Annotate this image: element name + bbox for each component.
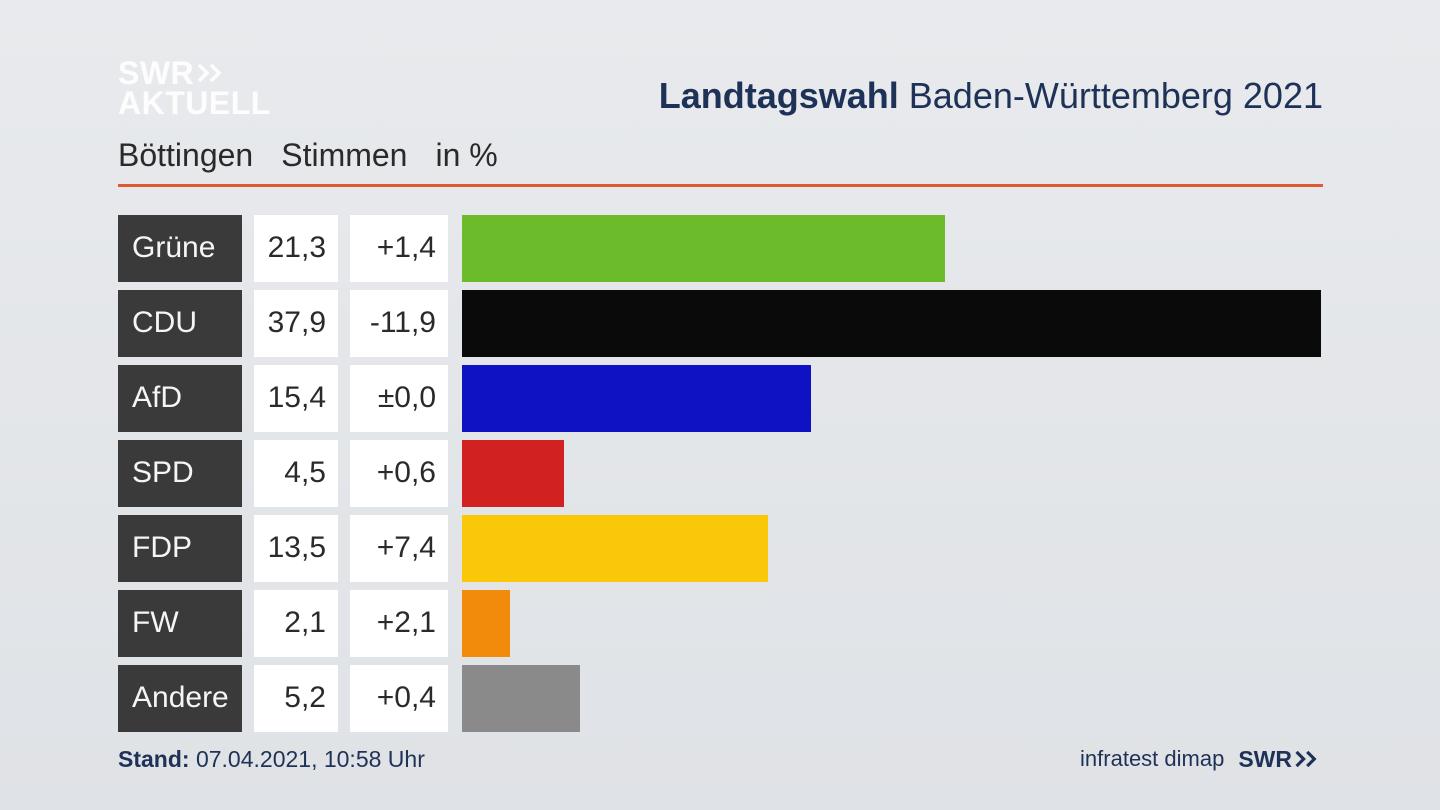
- party-value-cell: 37,9: [254, 290, 338, 357]
- party-name-cell: Andere: [118, 665, 242, 732]
- party-row: SPD4,5+0,6: [118, 440, 1323, 507]
- credit-source: infratest dimap: [1080, 746, 1224, 772]
- bar-track: [462, 365, 1323, 432]
- title-rest: Baden-Württemberg 2021: [899, 75, 1323, 116]
- bar: [462, 515, 768, 582]
- bar: [462, 290, 1321, 357]
- party-value-cell: 4,5: [254, 440, 338, 507]
- party-value-cell: 15,4: [254, 365, 338, 432]
- column-votes-label: Stimmen: [281, 137, 407, 174]
- party-row: FW2,1+2,1: [118, 590, 1323, 657]
- bar-track: [462, 290, 1323, 357]
- swr-aktuell-logo: SWR AKTUELL: [118, 58, 271, 119]
- party-name-cell: AfD: [118, 365, 242, 432]
- credit-brand-text: SWR: [1238, 746, 1292, 773]
- party-name-cell: FDP: [118, 515, 242, 582]
- party-row: FDP13,5+7,4: [118, 515, 1323, 582]
- party-value-cell: 5,2: [254, 665, 338, 732]
- party-name-cell: CDU: [118, 290, 242, 357]
- bar: [462, 590, 510, 657]
- party-change-cell: -11,9: [350, 290, 448, 357]
- stand-value: 07.04.2021, 10:58 Uhr: [190, 746, 425, 772]
- party-value-cell: 13,5: [254, 515, 338, 582]
- timestamp: Stand: 07.04.2021, 10:58 Uhr: [118, 746, 425, 773]
- location-label: Böttingen: [118, 137, 253, 174]
- bar-track: [462, 515, 1323, 582]
- party-change-cell: +0,4: [350, 665, 448, 732]
- party-change-cell: ±0,0: [350, 365, 448, 432]
- credit: infratest dimap SWR: [1080, 746, 1323, 773]
- bar: [462, 440, 564, 507]
- party-name-cell: SPD: [118, 440, 242, 507]
- logo-line2: AKTUELL: [118, 85, 271, 121]
- stand-label: Stand:: [118, 746, 190, 772]
- party-row: Grüne21,3+1,4: [118, 215, 1323, 282]
- party-row: CDU37,9-11,9: [118, 290, 1323, 357]
- party-change-cell: +0,6: [350, 440, 448, 507]
- party-row: Andere5,2+0,4: [118, 665, 1323, 732]
- party-name-cell: Grüne: [118, 215, 242, 282]
- party-name-cell: FW: [118, 590, 242, 657]
- party-change-cell: +1,4: [350, 215, 448, 282]
- subheader: Böttingen Stimmen in %: [118, 137, 1323, 174]
- party-change-cell: +2,1: [350, 590, 448, 657]
- bar: [462, 215, 945, 282]
- party-value-cell: 21,3: [254, 215, 338, 282]
- bar: [462, 665, 580, 732]
- party-change-cell: +7,4: [350, 515, 448, 582]
- credit-brand: SWR: [1238, 746, 1323, 773]
- chart-container: SWR AKTUELL Landtagswahl Baden-Württembe…: [118, 58, 1323, 773]
- title-bold: Landtagswahl: [659, 75, 899, 116]
- header-row: SWR AKTUELL Landtagswahl Baden-Württembe…: [118, 58, 1323, 119]
- bar-track: [462, 590, 1323, 657]
- bar-rows: Grüne21,3+1,4 CDU37,9-11,9 AfD15,4±0,0 SPD4…: [118, 215, 1323, 732]
- column-pct-label: in %: [435, 137, 497, 174]
- bar-track: [462, 440, 1323, 507]
- party-row: AfD15,4±0,0: [118, 365, 1323, 432]
- footer: Stand: 07.04.2021, 10:58 Uhr infratest d…: [118, 746, 1323, 773]
- chevrons-icon: [1295, 751, 1323, 767]
- chart-title: Landtagswahl Baden-Württemberg 2021: [659, 75, 1323, 119]
- bar-track: [462, 215, 1323, 282]
- logo-chevrons-icon: [198, 64, 228, 82]
- bar: [462, 365, 811, 432]
- party-value-cell: 2,1: [254, 590, 338, 657]
- bar-track: [462, 665, 1323, 732]
- divider-rule: [118, 184, 1323, 187]
